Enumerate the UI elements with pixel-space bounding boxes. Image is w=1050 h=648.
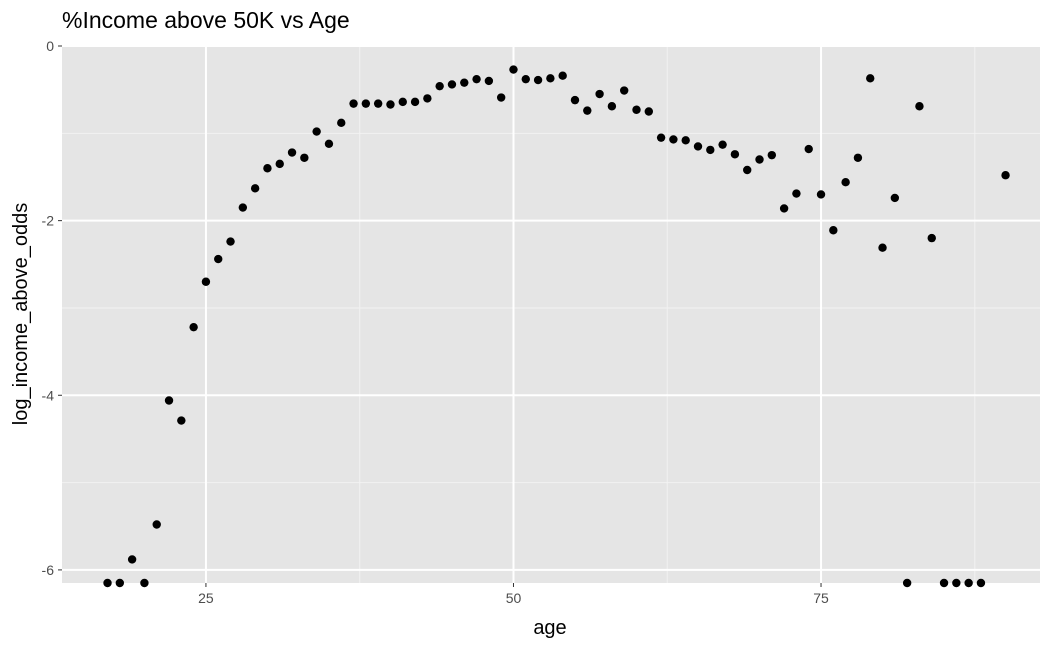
x-tick-label: 75	[813, 590, 829, 606]
data-point	[472, 74, 481, 84]
data-point	[521, 74, 530, 84]
data-point	[214, 254, 223, 264]
y-tick-label: -4	[42, 387, 55, 403]
data-point	[915, 102, 924, 111]
data-point	[755, 155, 764, 164]
data-point	[460, 78, 469, 87]
y-axis-title: log_income_above_odds	[10, 203, 32, 425]
data-point	[939, 578, 949, 588]
data-point	[140, 578, 149, 588]
data-point	[718, 140, 727, 149]
data-point	[1001, 171, 1010, 180]
x-tick-label: 50	[506, 590, 522, 606]
data-point	[546, 74, 555, 83]
data-point	[152, 520, 161, 529]
y-tick-label: -6	[42, 562, 55, 578]
data-point	[312, 127, 321, 136]
data-point	[976, 578, 986, 588]
data-point	[792, 189, 801, 198]
data-point	[337, 118, 346, 128]
data-point	[447, 80, 457, 89]
data-point	[386, 100, 395, 109]
plot-panel	[62, 46, 1040, 583]
data-point	[632, 105, 641, 114]
data-point	[484, 76, 494, 86]
data-point	[238, 203, 248, 212]
data-point	[533, 75, 543, 85]
data-point	[115, 578, 125, 588]
data-point	[398, 97, 407, 107]
data-point	[189, 322, 198, 332]
data-point	[349, 99, 358, 108]
data-point	[619, 86, 629, 95]
data-point	[201, 277, 211, 286]
data-point	[644, 107, 653, 116]
data-point	[841, 178, 850, 187]
data-point	[706, 145, 715, 155]
data-point	[816, 190, 826, 199]
data-point	[164, 396, 174, 405]
y-tick-label: 0	[46, 38, 54, 54]
data-point	[263, 164, 272, 173]
major-gridlines	[62, 45, 1040, 583]
data-point	[250, 184, 260, 193]
data-point	[423, 94, 432, 103]
data-point	[853, 153, 863, 162]
data-point	[890, 193, 900, 203]
data-point	[583, 106, 592, 115]
x-tick-label: 25	[198, 590, 214, 606]
data-points	[103, 65, 1010, 588]
data-point	[177, 416, 186, 425]
data-point	[300, 153, 309, 162]
data-point	[964, 578, 973, 588]
data-point	[866, 74, 875, 83]
data-point	[743, 165, 752, 175]
data-point	[595, 89, 604, 99]
data-point	[952, 578, 961, 588]
data-point	[829, 226, 838, 235]
data-point	[878, 243, 887, 252]
data-point	[410, 97, 420, 107]
data-point	[361, 99, 371, 108]
data-point	[656, 133, 666, 142]
x-axis-ticks: 25 50 75	[198, 583, 829, 606]
x-axis-title: age	[533, 617, 566, 639]
data-point	[570, 95, 580, 105]
data-point	[681, 136, 690, 145]
y-axis-ticks: 0 -2 -4 -6	[42, 38, 62, 578]
data-point	[373, 99, 383, 108]
data-point	[287, 148, 297, 157]
data-point	[779, 204, 789, 213]
data-point	[324, 139, 334, 148]
data-point	[804, 144, 813, 154]
data-point	[435, 81, 444, 91]
data-point	[496, 93, 506, 102]
chart-title: %Income above 50K vs Age	[62, 7, 350, 33]
data-point	[902, 578, 912, 588]
y-tick-label: -2	[42, 213, 55, 229]
data-point	[127, 555, 137, 564]
data-point	[103, 578, 112, 588]
data-point	[693, 142, 703, 151]
data-point	[607, 102, 617, 111]
data-point	[730, 150, 740, 159]
data-point	[669, 135, 678, 144]
data-point	[509, 65, 518, 74]
data-point	[927, 233, 936, 243]
data-point	[226, 237, 235, 246]
data-point	[767, 150, 777, 160]
data-point	[558, 71, 567, 80]
data-point	[275, 159, 284, 169]
minor-gridlines	[62, 46, 1040, 583]
